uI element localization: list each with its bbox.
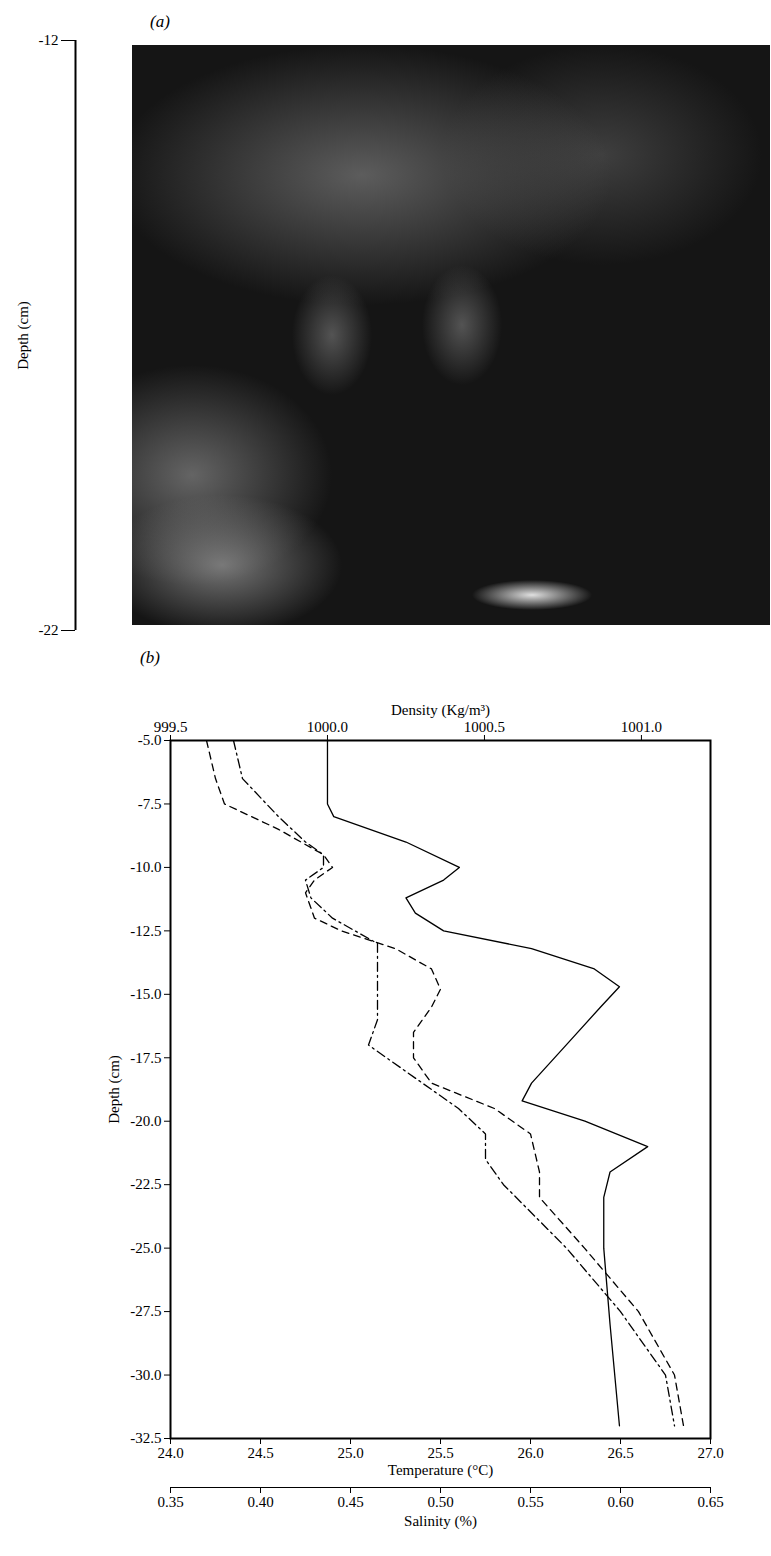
svg-text:-12: -12 — [39, 32, 59, 48]
svg-text:-20.0: -20.0 — [130, 1113, 161, 1129]
svg-text:-5.0: -5.0 — [138, 732, 162, 748]
svg-text:0.60: 0.60 — [607, 1494, 633, 1510]
svg-text:-7.5: -7.5 — [138, 796, 162, 812]
svg-text:Depth (cm): Depth (cm) — [106, 1055, 123, 1124]
svg-text:25.0: 25.0 — [337, 1445, 363, 1461]
html-text:(a): (a) — [150, 12, 170, 31]
svg-text:0.40: 0.40 — [247, 1494, 273, 1510]
svg-text:999.5: 999.5 — [153, 718, 188, 735]
svg-text:Depth (cm): Depth (cm) — [15, 301, 32, 370]
svg-text:25.5: 25.5 — [427, 1445, 453, 1461]
svg-text:1001.0: 1001.0 — [621, 719, 662, 735]
svg-text:24.0: 24.0 — [157, 1445, 183, 1461]
svg-text:-32.5: -32.5 — [130, 1430, 161, 1446]
svg-text:-12.5: -12.5 — [130, 923, 161, 939]
svg-text:0.65: 0.65 — [697, 1494, 723, 1510]
svg-text:26.0: 26.0 — [517, 1445, 543, 1461]
svg-text:Density (Kg/m³): Density (Kg/m³) — [391, 702, 490, 719]
html-text:(b): (b) — [140, 648, 160, 667]
svg-text:-30.0: -30.0 — [130, 1367, 161, 1383]
svg-text:0.50: 0.50 — [427, 1494, 453, 1510]
svg-text:-15.0: -15.0 — [130, 986, 161, 1002]
svg-text:-22: -22 — [39, 622, 59, 638]
svg-text:0.45: 0.45 — [337, 1494, 363, 1510]
svg-text:27.0: 27.0 — [697, 1445, 723, 1461]
svg-text:26.5: 26.5 — [607, 1445, 633, 1461]
svg-text:-17.5: -17.5 — [130, 1050, 161, 1066]
svg-text:1000.0: 1000.0 — [307, 719, 348, 735]
svg-text:0.35: 0.35 — [157, 1494, 183, 1510]
svg-text:1000.5: 1000.5 — [464, 719, 505, 735]
svg-text:-22.5: -22.5 — [130, 1176, 161, 1192]
svg-text:24.5: 24.5 — [247, 1445, 273, 1461]
svg-text:-10.0: -10.0 — [130, 859, 161, 875]
svg-text:0.55: 0.55 — [517, 1494, 543, 1510]
svg-text:-25.0: -25.0 — [130, 1240, 161, 1256]
svg-text:Temperature (°C): Temperature (°C) — [388, 1462, 493, 1479]
svg-text:-27.5: -27.5 — [130, 1303, 161, 1319]
svg-text:Salinity (%): Salinity (%) — [404, 1513, 477, 1530]
